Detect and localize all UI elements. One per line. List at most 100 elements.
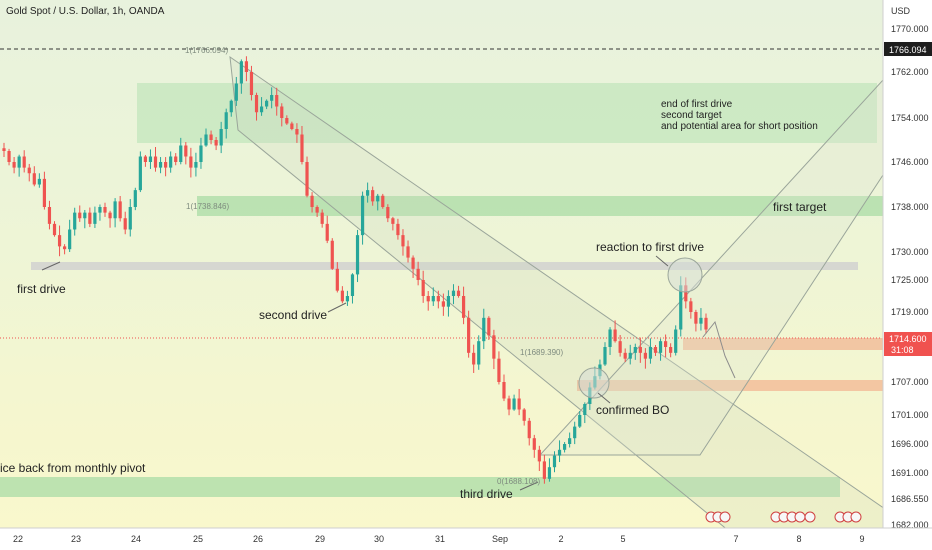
- candle-body: [174, 156, 178, 162]
- candle-body: [568, 438, 572, 444]
- price-scale-currency: USD: [891, 6, 911, 16]
- candle-body: [42, 178, 47, 207]
- y-tick-label: 1738.000: [891, 202, 929, 212]
- candle-body: [583, 404, 587, 415]
- candle-body: [280, 106, 284, 118]
- candle-body: [224, 112, 228, 129]
- candle-body: [128, 207, 132, 230]
- candle-body: [52, 223, 57, 236]
- candle-body: [547, 467, 552, 479]
- candle-body: [472, 352, 476, 365]
- candle-body: [295, 129, 299, 135]
- economic-event-markers[interactable]: [705, 511, 862, 523]
- candle-body: [158, 162, 163, 168]
- candle-body: [229, 100, 233, 113]
- candle-body: [335, 268, 339, 291]
- candle-body: [456, 290, 461, 296]
- breakout-circle: [578, 367, 610, 399]
- y-tick-label: 1754.000: [891, 113, 929, 123]
- candle-body: [219, 129, 223, 146]
- candle-body: [315, 207, 319, 213]
- y-tick-label: 1691.000: [891, 468, 929, 478]
- candle-body: [179, 145, 183, 162]
- x-tick-label: 29: [315, 534, 325, 544]
- candle-body: [108, 212, 112, 219]
- candle-body: [254, 95, 259, 113]
- dashed-level-value: 1766.094: [889, 45, 927, 55]
- candle-body: [118, 201, 122, 219]
- y-tick-label: 1696.000: [891, 439, 929, 449]
- x-tick-label: 30: [374, 534, 384, 544]
- candle-body: [467, 317, 471, 353]
- candle-body: [451, 290, 456, 296]
- projection-path: [702, 320, 736, 379]
- candle-body: [32, 173, 36, 185]
- third-drive-label: third drive: [460, 487, 513, 501]
- candle-body: [492, 335, 496, 359]
- candle-body: [123, 218, 127, 230]
- zone-first-drive-line: [31, 262, 858, 270]
- candle-body: [340, 290, 344, 302]
- candle-body: [684, 285, 688, 302]
- candle-body: [628, 352, 632, 359]
- candle-body: [421, 280, 425, 296]
- candle-body: [477, 341, 481, 365]
- zone-lower-support: [577, 380, 883, 391]
- candle-body: [98, 207, 102, 213]
- first-drive-arrow: [41, 261, 61, 271]
- candle-body: [371, 190, 375, 202]
- candle-body: [88, 212, 92, 224]
- reaction-arrow: [655, 255, 669, 267]
- candle-body: [573, 426, 577, 439]
- x-tick-label: 2: [558, 534, 563, 544]
- zone-note-line3: and potential area for short position: [661, 121, 818, 132]
- symbol-title: Gold Spot / U.S. Dollar, 1h, OANDA: [6, 6, 165, 17]
- candle-body: [431, 296, 435, 302]
- candle-body: [239, 61, 243, 84]
- candle-body: [527, 420, 531, 439]
- candle-body: [542, 461, 546, 479]
- first-drive-label: first drive: [17, 282, 66, 296]
- reaction-circle: [667, 257, 703, 293]
- candle-body: [613, 329, 617, 342]
- candle-body: [310, 195, 314, 207]
- candle-body: [507, 398, 511, 410]
- candle-body: [209, 134, 213, 140]
- candle-body: [512, 398, 516, 410]
- zone-end-first-drive: [137, 83, 877, 143]
- candle-body: [608, 329, 612, 347]
- candle-body: [436, 296, 440, 302]
- x-tick-label: Sep: [492, 534, 508, 544]
- zone-upper-short: [683, 338, 883, 350]
- y-tick-label: 1686.550: [891, 494, 929, 504]
- y-tick-label: 1701.000: [891, 410, 929, 420]
- candle-body: [259, 106, 264, 113]
- time-axis[interactable]: 22 23 24 25 26 29 30 31 Sep 2 5 7 8 9: [0, 527, 932, 550]
- candle-body: [643, 352, 647, 359]
- candle-body: [325, 223, 329, 241]
- candle-body: [63, 246, 67, 250]
- candle-body: [461, 296, 466, 318]
- candle-body: [153, 156, 158, 168]
- last-price-value: 1714.600: [889, 334, 927, 344]
- x-tick-label: 25: [193, 534, 203, 544]
- candle-body: [633, 347, 637, 353]
- candle-body: [482, 317, 486, 342]
- x-tick-label: 9: [859, 534, 864, 544]
- y-tick-label: 1719.000: [891, 307, 929, 317]
- candle-body: [249, 72, 254, 95]
- candle-body: [532, 438, 536, 450]
- candle-body: [416, 268, 420, 280]
- candle-body: [270, 95, 274, 101]
- candle-body: [194, 162, 198, 168]
- monthly-pivot-label: ice back from monthly pivot: [0, 461, 146, 475]
- candle-body: [133, 190, 137, 207]
- candle-body: [669, 347, 673, 353]
- candle-body: [401, 235, 405, 247]
- candle-body: [285, 118, 289, 124]
- candle-body: [83, 212, 87, 219]
- candle-body: [47, 207, 52, 224]
- price-scale[interactable]: USD 1770.000 1762.000 1754.000 1746.000 1738…: [882, 0, 932, 550]
